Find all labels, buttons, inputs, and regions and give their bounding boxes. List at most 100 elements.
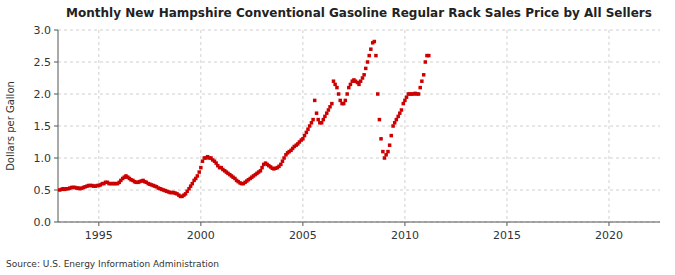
x-tick bbox=[302, 222, 303, 226]
y-grid-line bbox=[58, 62, 660, 63]
point bbox=[323, 115, 327, 119]
point bbox=[398, 111, 402, 115]
y-tick-label: 2.0 bbox=[34, 88, 52, 101]
point bbox=[378, 118, 382, 122]
x-tick bbox=[506, 222, 507, 226]
point bbox=[303, 134, 307, 138]
chart: 0.0 0.5 1.0 1.5 2.0 2.5 3.0 1995 2000 2005 2010 201… bbox=[0, 0, 675, 275]
x-grid-line bbox=[608, 30, 609, 222]
point bbox=[367, 54, 371, 58]
point bbox=[327, 108, 331, 112]
point bbox=[388, 143, 392, 147]
y-tick-label: 3.0 bbox=[34, 24, 52, 37]
point bbox=[301, 137, 305, 141]
y-tick-label: 0.0 bbox=[34, 216, 52, 229]
x-tick bbox=[608, 222, 609, 226]
x-grid-line bbox=[200, 30, 201, 222]
point bbox=[311, 118, 315, 122]
point bbox=[374, 54, 378, 58]
y-tick bbox=[54, 30, 58, 31]
point bbox=[386, 150, 390, 154]
point bbox=[396, 115, 400, 119]
y-grid-line bbox=[58, 158, 660, 159]
y-tick-label: 1.0 bbox=[34, 152, 52, 165]
y-grid-line bbox=[58, 190, 660, 191]
point bbox=[282, 156, 286, 160]
point bbox=[337, 92, 341, 96]
point bbox=[344, 99, 348, 103]
point bbox=[259, 169, 263, 173]
y-tick bbox=[54, 94, 58, 95]
point bbox=[391, 124, 395, 128]
y-tick bbox=[54, 222, 58, 223]
x-tick bbox=[200, 222, 201, 226]
points bbox=[58, 40, 431, 198]
point bbox=[420, 79, 424, 83]
point bbox=[308, 124, 312, 128]
point bbox=[381, 150, 385, 154]
point bbox=[424, 60, 428, 64]
point bbox=[362, 73, 366, 77]
x-tick-label: 2020 bbox=[595, 229, 623, 242]
source-note: Source: U.S. Energy Information Administ… bbox=[6, 259, 219, 269]
y-tick bbox=[54, 126, 58, 127]
point bbox=[320, 121, 324, 125]
y-grid-line bbox=[58, 222, 660, 223]
point bbox=[201, 159, 205, 163]
point bbox=[325, 111, 329, 115]
title: Monthly New Hampshire Conventional Gasol… bbox=[66, 6, 652, 20]
x-tick-label: 2005 bbox=[289, 229, 317, 242]
point bbox=[400, 108, 404, 112]
point bbox=[418, 86, 422, 90]
point bbox=[315, 111, 319, 115]
point bbox=[281, 159, 285, 163]
point bbox=[313, 99, 317, 103]
x-grid-line bbox=[404, 30, 405, 222]
point bbox=[260, 166, 264, 170]
point bbox=[335, 86, 339, 90]
y-axis-label: Dollars per Gallon bbox=[5, 81, 16, 171]
x-grid-line bbox=[506, 30, 507, 222]
y-tick-label: 2.5 bbox=[34, 56, 52, 69]
x-tick-label: 2010 bbox=[391, 229, 419, 242]
x-tick-label: 2000 bbox=[187, 229, 215, 242]
point bbox=[405, 95, 409, 99]
point bbox=[330, 102, 334, 106]
point bbox=[357, 83, 361, 87]
point bbox=[403, 99, 407, 103]
point bbox=[402, 102, 406, 106]
x-axis-line bbox=[58, 222, 660, 223]
point bbox=[333, 83, 337, 87]
point bbox=[364, 67, 368, 71]
y-axis-line bbox=[58, 30, 59, 222]
point bbox=[389, 134, 393, 138]
y-grid-line bbox=[58, 30, 660, 31]
y-grid-line bbox=[58, 94, 660, 95]
x-grid-line bbox=[302, 30, 303, 222]
point bbox=[322, 118, 326, 122]
x-tick bbox=[98, 222, 99, 226]
y-tick-label: 1.5 bbox=[34, 120, 52, 133]
point bbox=[361, 76, 365, 80]
point bbox=[384, 153, 388, 157]
point bbox=[332, 79, 336, 83]
point bbox=[376, 92, 380, 96]
grid bbox=[58, 30, 660, 222]
point bbox=[305, 131, 309, 135]
point bbox=[197, 170, 201, 174]
y-tick bbox=[54, 62, 58, 63]
y-grid-line bbox=[58, 126, 660, 127]
x-tick-label: 2015 bbox=[493, 229, 521, 242]
x-tick-label: 1995 bbox=[85, 229, 113, 242]
point bbox=[328, 105, 332, 109]
point bbox=[310, 121, 314, 125]
point bbox=[279, 163, 283, 167]
y-tick bbox=[54, 190, 58, 191]
point bbox=[349, 83, 353, 87]
point bbox=[379, 137, 383, 141]
point bbox=[395, 118, 399, 122]
point bbox=[191, 182, 195, 186]
y-tick-label: 0.5 bbox=[34, 184, 52, 197]
point bbox=[366, 60, 370, 64]
point bbox=[342, 102, 346, 106]
